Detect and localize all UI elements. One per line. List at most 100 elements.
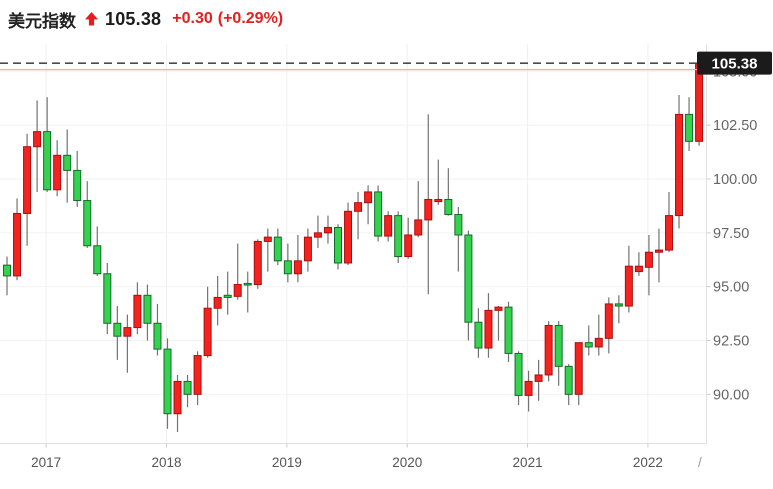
candle-2017-11[interactable]: [143, 284, 152, 341]
candle-2022-03[interactable]: [664, 191, 673, 253]
candle-body: [223, 294, 232, 298]
candle-body: [354, 202, 363, 212]
candle-body: [434, 198, 443, 203]
candle-2017-09[interactable]: [123, 314, 132, 373]
candle-2021-05[interactable]: [564, 364, 573, 406]
candle-2022-01[interactable]: [644, 234, 653, 296]
x-axis-label: 2022: [633, 455, 663, 470]
candle-body: [63, 154, 72, 171]
candle-body: [323, 226, 332, 234]
candle-body: [564, 365, 573, 395]
candle-2021-08[interactable]: [594, 314, 603, 356]
candle-body: [614, 303, 623, 307]
candle-2017-12[interactable]: [153, 303, 162, 356]
candle-2018-01[interactable]: [163, 338, 172, 429]
candle-body: [695, 62, 704, 142]
candle-body: [604, 303, 613, 339]
candle-2017-08[interactable]: [113, 306, 122, 360]
candle-2018-08[interactable]: [233, 243, 242, 300]
candle-2018-06[interactable]: [213, 275, 222, 326]
candle-2018-03[interactable]: [183, 374, 192, 408]
candle-body: [534, 374, 543, 382]
candle-2019-03[interactable]: [303, 228, 312, 272]
candle-2017-02[interactable]: [53, 140, 62, 197]
candle-2022-05[interactable]: [685, 97, 694, 152]
y-axis-tick-label: 97.50: [713, 226, 749, 242]
candle-2017-04[interactable]: [73, 151, 82, 208]
candle-2016-10[interactable]: [13, 198, 22, 281]
candle-2016-09[interactable]: [3, 256, 12, 296]
candle-2018-12[interactable]: [273, 228, 282, 266]
last-price: 105.38: [105, 8, 162, 29]
candle-body: [243, 282, 252, 286]
candle-2018-11[interactable]: [263, 228, 272, 272]
candle-2021-09[interactable]: [604, 297, 613, 354]
x-axis-label: 2017: [31, 455, 61, 470]
candle-2021-11[interactable]: [624, 245, 633, 313]
candle-2019-10[interactable]: [374, 185, 383, 242]
candle-2016-12[interactable]: [33, 100, 42, 192]
candle-body: [33, 131, 42, 148]
y-axis-tick-label: 90.00: [713, 387, 749, 403]
candle-2018-07[interactable]: [223, 271, 232, 315]
candle-2019-11[interactable]: [384, 211, 393, 242]
candle-2017-10[interactable]: [133, 282, 142, 335]
candle-2018-05[interactable]: [203, 286, 212, 358]
candle-2020-09[interactable]: [484, 293, 493, 358]
candle-2020-12[interactable]: [514, 351, 523, 406]
candle-2020-02[interactable]: [414, 181, 423, 238]
candle-2020-11[interactable]: [504, 301, 513, 363]
candle-2017-06[interactable]: [93, 226, 102, 276]
candle-body: [504, 306, 513, 354]
candle-2017-01[interactable]: [43, 97, 52, 192]
candle-2019-12[interactable]: [394, 211, 403, 263]
x-axis-label: 2021: [513, 455, 543, 470]
instrument-name: 美元指数: [8, 11, 76, 31]
candle-2017-05[interactable]: [83, 181, 92, 248]
candle-body: [13, 212, 22, 277]
candle-2019-04[interactable]: [313, 215, 322, 248]
candle-2018-10[interactable]: [253, 239, 262, 289]
candle-2019-01[interactable]: [283, 243, 292, 283]
candle-2019-08[interactable]: [354, 191, 363, 240]
candle-2022-02[interactable]: [654, 228, 663, 283]
candle-2019-02[interactable]: [293, 234, 302, 283]
candle-2017-03[interactable]: [63, 129, 72, 203]
candle-2020-06[interactable]: [454, 207, 463, 272]
candle-2019-05[interactable]: [323, 215, 332, 244]
candle-2018-04[interactable]: [193, 351, 202, 406]
candle-2022-04[interactable]: [675, 95, 684, 229]
candle-2019-07[interactable]: [344, 202, 353, 266]
candle-body: [83, 200, 92, 247]
candle-2020-10[interactable]: [494, 306, 503, 341]
candle-2020-04[interactable]: [434, 159, 443, 205]
candle-2016-11[interactable]: [23, 133, 32, 246]
candle-2019-06[interactable]: [334, 224, 343, 270]
candle-2020-07[interactable]: [464, 230, 473, 341]
candle-2021-10[interactable]: [614, 295, 623, 324]
candle-body: [524, 380, 533, 396]
candle-2020-01[interactable]: [404, 217, 413, 259]
candle-2021-12[interactable]: [634, 252, 643, 276]
candle-2017-07[interactable]: [103, 262, 112, 335]
candle-2018-09[interactable]: [243, 271, 252, 313]
candle-2021-01[interactable]: [524, 370, 533, 412]
candle-2018-02[interactable]: [173, 374, 182, 433]
candle-2020-08[interactable]: [474, 308, 483, 358]
candle-body: [364, 191, 373, 204]
candle-body: [263, 236, 272, 242]
candle-2019-09[interactable]: [364, 185, 373, 225]
last-price-badge-label: 105.38: [712, 56, 758, 73]
candle-2020-03[interactable]: [424, 114, 433, 295]
candle-2021-06[interactable]: [574, 342, 583, 406]
candle-2021-07[interactable]: [584, 325, 593, 356]
candle-2021-03[interactable]: [544, 321, 553, 382]
candle-2021-02[interactable]: [534, 359, 543, 401]
candle-2021-04[interactable]: [554, 321, 563, 386]
candle-body: [123, 327, 132, 337]
candle-2020-05[interactable]: [444, 168, 453, 216]
quote-header: 美元指数 105.38 +0.30 (+0.29%): [8, 6, 283, 32]
candle-body: [554, 324, 563, 367]
candle-body: [183, 380, 192, 395]
